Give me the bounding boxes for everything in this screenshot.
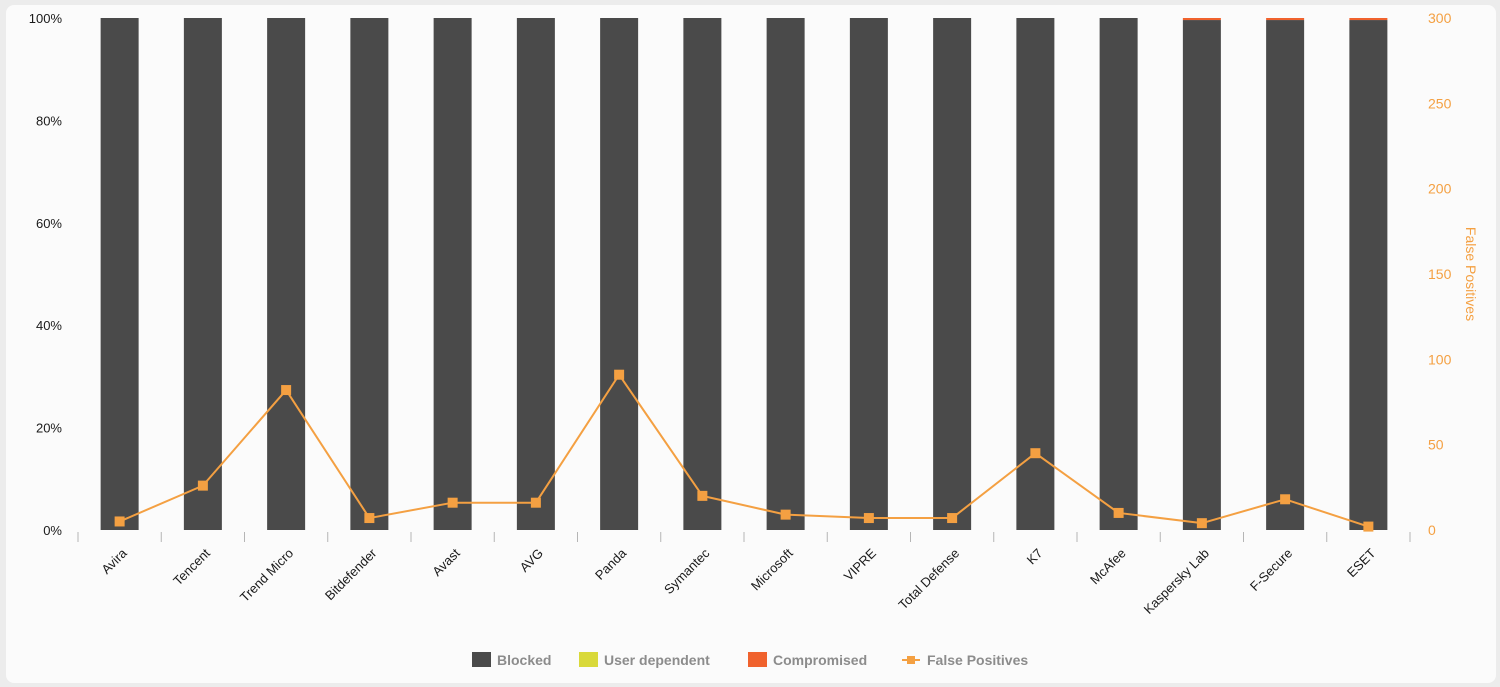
point-false-positives-tencent[interactable] bbox=[197, 480, 208, 491]
x-tick-label: Kaspersky Lab bbox=[1141, 546, 1212, 617]
bar-compromised-f-secure[interactable] bbox=[1266, 18, 1305, 21]
point-false-positives-total-defense[interactable] bbox=[947, 513, 958, 524]
x-tick-label: K7 bbox=[1024, 546, 1046, 568]
bar-blocked-tencent[interactable] bbox=[183, 18, 222, 530]
y-right-axis-title: False Positives bbox=[1463, 227, 1479, 321]
y-right-tick-label: 200 bbox=[1428, 181, 1452, 197]
chart-panel bbox=[6, 5, 1496, 683]
bars-layer bbox=[100, 18, 1388, 530]
x-tick-label: Total Defense bbox=[895, 546, 962, 613]
y-right-tick-label: 100 bbox=[1428, 351, 1452, 367]
y-right-tick-label: 300 bbox=[1428, 10, 1452, 26]
point-false-positives-mcafee[interactable] bbox=[1113, 507, 1124, 518]
legend-label: User dependent bbox=[604, 652, 710, 668]
legend-label: False Positives bbox=[927, 652, 1028, 668]
x-tick-label: VIPRE bbox=[841, 545, 879, 583]
y-left-tick-label: 20% bbox=[36, 421, 62, 436]
legend-label: Compromised bbox=[773, 652, 867, 668]
point-false-positives-avast[interactable] bbox=[447, 497, 458, 508]
bar-blocked-eset[interactable] bbox=[1349, 20, 1388, 530]
point-false-positives-k7[interactable] bbox=[1030, 448, 1041, 459]
bar-blocked-bitdefender[interactable] bbox=[350, 18, 389, 530]
bar-blocked-avast[interactable] bbox=[433, 18, 472, 530]
bar-blocked-symantec[interactable] bbox=[683, 18, 722, 530]
legend-item-false-positives[interactable]: False Positives bbox=[902, 652, 1028, 668]
bar-blocked-microsoft[interactable] bbox=[766, 18, 805, 530]
x-tick-label: Avira bbox=[98, 545, 130, 577]
y-left-tick-label: 80% bbox=[36, 113, 62, 128]
point-false-positives-eset[interactable] bbox=[1363, 521, 1374, 532]
y-right-tick-label: 150 bbox=[1428, 266, 1452, 282]
y-left-tick-label: 100% bbox=[29, 11, 63, 26]
bar-blocked-kaspersky-lab[interactable] bbox=[1182, 20, 1221, 530]
legend-swatch bbox=[472, 652, 491, 667]
bar-blocked-mcafee[interactable] bbox=[1099, 18, 1138, 530]
legend-item-compromised[interactable]: Compromised bbox=[748, 652, 867, 668]
legend-item-blocked[interactable]: Blocked bbox=[472, 652, 551, 668]
legend-swatch bbox=[579, 652, 598, 667]
point-false-positives-microsoft[interactable] bbox=[780, 509, 791, 520]
legend[interactable]: Blocked User dependent Compromised False Po… bbox=[472, 652, 1028, 668]
point-false-positives-vipre[interactable] bbox=[863, 513, 874, 524]
y-right-tick-label: 50 bbox=[1428, 437, 1444, 453]
axes-layer: Avira Tencent Trend Micro Bitdefender Avast A… bbox=[29, 10, 1479, 617]
bar-blocked-total-defense[interactable] bbox=[933, 18, 972, 530]
y-left-tick-label: 60% bbox=[36, 216, 62, 231]
point-false-positives-bitdefender[interactable] bbox=[364, 513, 375, 524]
y-left-tick-label: 0% bbox=[43, 523, 62, 538]
x-tick-label: Microsoft bbox=[748, 545, 796, 593]
bar-blocked-vipre[interactable] bbox=[849, 18, 888, 530]
point-false-positives-trend-micro[interactable] bbox=[281, 385, 292, 396]
bar-compromised-eset[interactable] bbox=[1349, 18, 1388, 21]
legend-item-user-dependent[interactable]: User dependent bbox=[579, 652, 710, 668]
x-tick-label: Panda bbox=[592, 545, 630, 583]
x-tick-label: Symantec bbox=[661, 545, 713, 597]
point-false-positives-avg[interactable] bbox=[530, 497, 541, 508]
legend-label: Blocked bbox=[497, 652, 551, 668]
point-false-positives-symantec[interactable] bbox=[697, 490, 708, 501]
x-tick-label: Avast bbox=[429, 545, 463, 579]
x-tick-label: McAfee bbox=[1087, 546, 1129, 588]
x-tick-label: Trend Micro bbox=[237, 546, 296, 605]
bar-blocked-k7[interactable] bbox=[1016, 18, 1055, 530]
bar-compromised-kaspersky-lab[interactable] bbox=[1182, 18, 1221, 21]
bar-blocked-f-secure[interactable] bbox=[1266, 20, 1305, 530]
x-tick-label: AVG bbox=[517, 546, 546, 575]
x-tick-label: Tencent bbox=[170, 545, 213, 588]
y-right-tick-label: 0 bbox=[1428, 522, 1436, 538]
false-positives-line-layer bbox=[114, 369, 1374, 532]
point-false-positives-f-secure[interactable] bbox=[1280, 494, 1291, 505]
point-false-positives-avira[interactable] bbox=[114, 516, 125, 527]
bar-blocked-trend-micro[interactable] bbox=[267, 18, 306, 530]
line-false-positives bbox=[119, 373, 1369, 528]
x-tick-label: F-Secure bbox=[1247, 546, 1295, 594]
bar-blocked-panda[interactable] bbox=[600, 18, 639, 530]
legend-marker bbox=[907, 656, 915, 664]
x-tick-label: Bitdefender bbox=[322, 545, 380, 603]
x-tick-label: ESET bbox=[1344, 545, 1379, 580]
point-false-positives-kaspersky-lab[interactable] bbox=[1196, 518, 1207, 529]
y-right-tick-label: 250 bbox=[1428, 95, 1452, 111]
bar-blocked-avg[interactable] bbox=[516, 18, 555, 530]
point-false-positives-panda[interactable] bbox=[614, 369, 625, 380]
y-left-tick-label: 40% bbox=[36, 318, 62, 333]
bar-blocked-avira[interactable] bbox=[100, 18, 139, 530]
legend-swatch bbox=[748, 652, 767, 667]
